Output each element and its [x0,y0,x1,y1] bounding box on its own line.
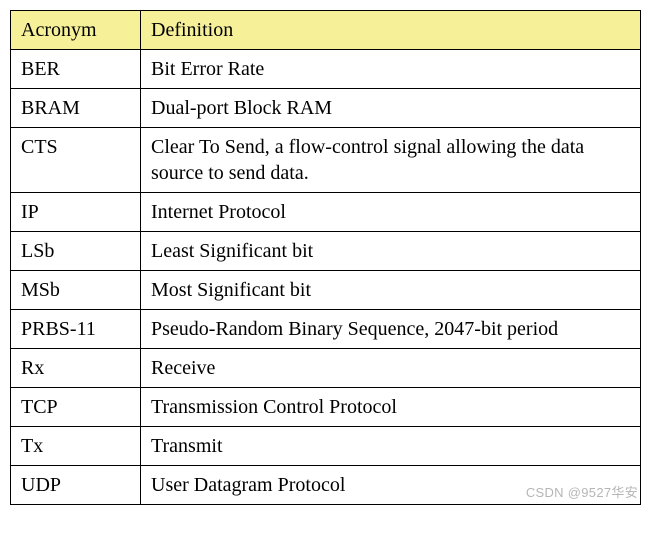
table-row: CTSClear To Send, a flow-control signal … [11,128,641,193]
cell-definition: Pseudo-Random Binary Sequence, 2047-bit … [141,310,641,349]
cell-acronym: MSb [11,271,141,310]
table-row: BRAMDual-port Block RAM [11,89,641,128]
table-row: BERBit Error Rate [11,50,641,89]
cell-acronym: Tx [11,427,141,466]
cell-acronym: BER [11,50,141,89]
table-row: TxTransmit [11,427,641,466]
cell-definition: Dual-port Block RAM [141,89,641,128]
cell-acronym: CTS [11,128,141,193]
cell-acronym: UDP [11,466,141,505]
cell-acronym: TCP [11,388,141,427]
cell-acronym: Rx [11,349,141,388]
cell-definition: Bit Error Rate [141,50,641,89]
table-body: BERBit Error RateBRAMDual-port Block RAM… [11,50,641,505]
cell-definition: Transmit [141,427,641,466]
cell-acronym: PRBS-11 [11,310,141,349]
cell-definition: User Datagram Protocol [141,466,641,505]
table-row: UDPUser Datagram Protocol [11,466,641,505]
col-header-definition: Definition [141,11,641,50]
table-row: RxReceive [11,349,641,388]
cell-acronym: LSb [11,232,141,271]
cell-definition: Receive [141,349,641,388]
cell-acronym: BRAM [11,89,141,128]
cell-definition: Clear To Send, a flow-control signal all… [141,128,641,193]
table-row: PRBS-11Pseudo-Random Binary Sequence, 20… [11,310,641,349]
table-row: TCPTransmission Control Protocol [11,388,641,427]
table-row: LSbLeast Significant bit [11,232,641,271]
cell-acronym: IP [11,193,141,232]
table-header: Acronym Definition [11,11,641,50]
table-row: IPInternet Protocol [11,193,641,232]
cell-definition: Most Significant bit [141,271,641,310]
cell-definition: Least Significant bit [141,232,641,271]
col-header-acronym: Acronym [11,11,141,50]
cell-definition: Transmission Control Protocol [141,388,641,427]
cell-definition: Internet Protocol [141,193,641,232]
table-row: MSbMost Significant bit [11,271,641,310]
acronym-table: Acronym Definition BERBit Error RateBRAM… [10,10,641,505]
